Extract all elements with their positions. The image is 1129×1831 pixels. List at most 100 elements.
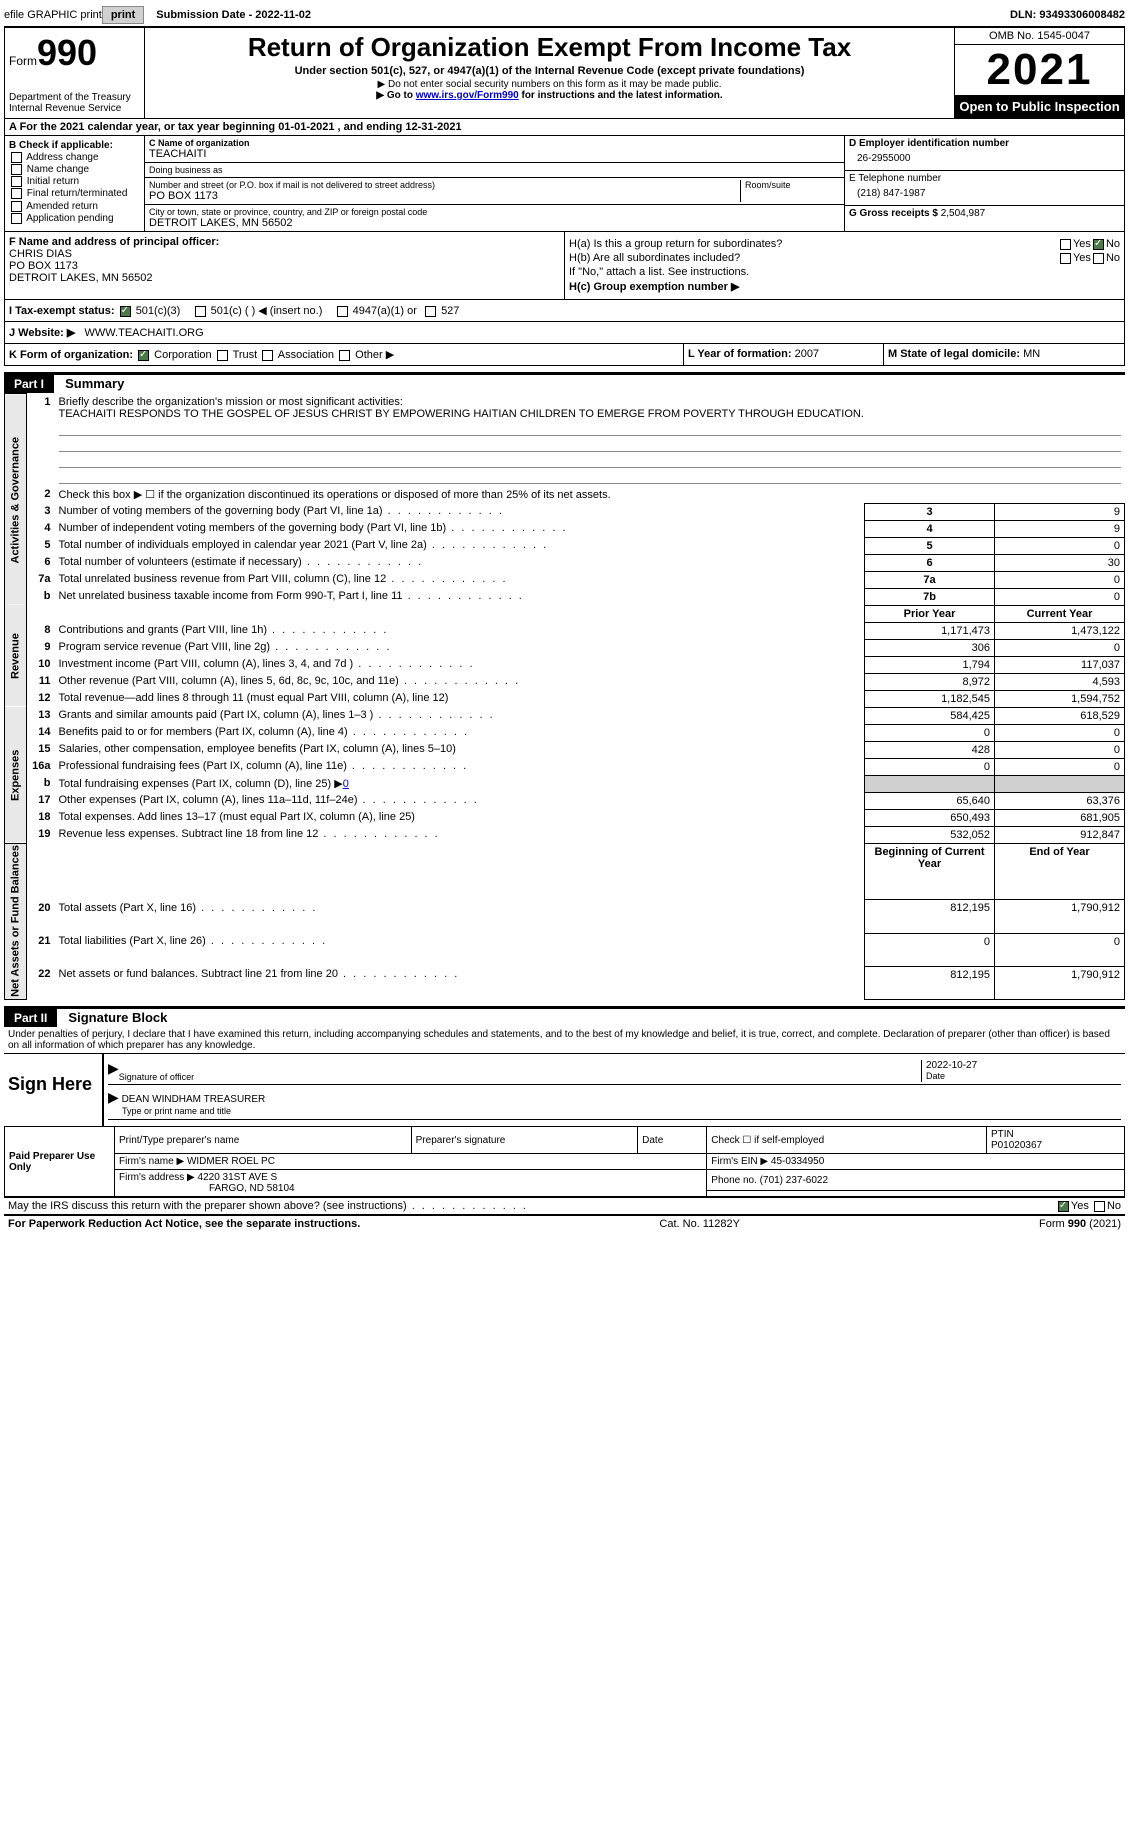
sign-here-fields: ▶ Signature of officer 2022-10-27 Date ▶…	[104, 1054, 1125, 1126]
paid-preparer-label: Paid Preparer Use Only	[5, 1127, 115, 1197]
chk-trust[interactable]	[217, 350, 228, 361]
chk-app-pending[interactable]: Application pending	[9, 213, 140, 224]
chk-initial-return[interactable]: Initial return	[9, 176, 140, 187]
phone-box: E Telephone number (218) 847-1987	[845, 171, 1124, 206]
chk-501c[interactable]	[195, 306, 206, 317]
h-b: H(b) Are all subordinates included? Yes …	[569, 252, 1120, 264]
firm-phone: Phone no. (701) 237-6022	[707, 1170, 1125, 1191]
pra-notice: For Paperwork Reduction Act Notice, see …	[8, 1218, 360, 1230]
chk-address-change[interactable]: Address change	[9, 152, 140, 163]
exp-row-19: 19Revenue less expenses. Subtract line 1…	[5, 826, 1125, 843]
gov-row-7a: 7a Total unrelated business revenue from…	[5, 571, 1125, 588]
exp-row-14: 14Benefits paid to or for members (Part …	[5, 724, 1125, 741]
current-year-hdr: Current Year	[995, 605, 1125, 622]
chk-527[interactable]	[425, 306, 436, 317]
chk-final-return[interactable]: Final return/terminated	[9, 188, 140, 199]
m-state-domicile: M State of legal domicile: MN	[884, 344, 1124, 365]
h-c: H(c) Group exemption number ▶	[569, 280, 1120, 293]
gov-row-5: 5 Total number of individuals employed i…	[5, 537, 1125, 554]
b-label: B Check if applicable:	[9, 140, 140, 151]
header-left: Form990 Department of the Treasury Inter…	[5, 28, 145, 118]
ha-no[interactable]	[1093, 239, 1104, 250]
prep-name-lbl: Print/Type preparer's name	[115, 1127, 412, 1154]
gov-row-6: 6 Total number of volunteers (estimate i…	[5, 554, 1125, 571]
fundraising-link[interactable]: 0	[343, 778, 349, 790]
rev-row-8: 8Contributions and grants (Part VIII, li…	[5, 622, 1125, 639]
exp-row-16b: bTotal fundraising expenses (Part IX, co…	[5, 775, 1125, 792]
part2-header: Part II	[4, 1009, 57, 1027]
chk-4947[interactable]	[337, 306, 348, 317]
chk-corp[interactable]	[138, 350, 149, 361]
k-form-of-org: K Form of organization: Corporation Trus…	[5, 344, 684, 365]
principal-officer: F Name and address of principal officer:…	[5, 232, 565, 299]
arrow-icon: ▶	[108, 1089, 119, 1105]
prior-year-hdr: Prior Year	[865, 605, 995, 622]
form-title: Return of Organization Exempt From Incom…	[149, 32, 950, 63]
officer-sig-line: ▶ Signature of officer 2022-10-27 Date	[108, 1058, 1121, 1085]
tax-year: 2021	[955, 45, 1124, 95]
net-row-20: 20Total assets (Part X, line 16)812,1951…	[5, 900, 1125, 933]
hb-no[interactable]	[1093, 253, 1104, 264]
chk-other[interactable]	[339, 350, 350, 361]
gov-row-7b: b Net unrelated business taxable income …	[5, 588, 1125, 605]
form-990-page: efile GRAPHIC print print Submission Dat…	[0, 0, 1129, 1236]
column-c-org-info: C Name of organization TEACHAITI Doing b…	[145, 136, 844, 231]
irs-link[interactable]: www.irs.gov/Form990	[416, 90, 519, 101]
summary-table: Activities & Governance 1 Briefly descri…	[4, 393, 1125, 1000]
tax-exempt-status: I Tax-exempt status: 501(c)(3) 501(c) ( …	[5, 299, 1124, 321]
officer-name-line: ▶ DEAN WINDHAM TREASURER Type or print n…	[108, 1087, 1121, 1120]
mission-line	[59, 456, 1121, 468]
header-right: OMB No. 1545-0047 2021 Open to Public In…	[954, 28, 1124, 118]
paid-preparer-table: Paid Preparer Use Only Print/Type prepar…	[4, 1126, 1125, 1197]
chk-501c3[interactable]	[120, 306, 131, 317]
part1-title: Summary	[57, 376, 124, 391]
rev-row-11: 11Other revenue (Part VIII, column (A), …	[5, 673, 1125, 690]
chk-amended[interactable]: Amended return	[9, 201, 140, 212]
rev-label: Revenue	[5, 605, 27, 707]
form-number: Form990	[9, 32, 140, 74]
mission-line	[59, 472, 1121, 484]
open-to-public: Open to Public Inspection	[955, 95, 1124, 118]
city-box: City or town, state or province, country…	[145, 205, 844, 231]
line2: Check this box ▶ ☐ if the organization d…	[55, 486, 1125, 504]
ptin: PTINP01020367	[986, 1127, 1124, 1154]
page-footer: For Paperwork Reduction Act Notice, see …	[4, 1214, 1125, 1232]
sign-here-row: Sign Here ▶ Signature of officer 2022-10…	[4, 1053, 1125, 1126]
website-row: J Website: ▶ WWW.TEACHAITI.ORG	[5, 321, 1124, 343]
line1-mission: Briefly describe the organization's miss…	[55, 394, 1125, 422]
department-label: Department of the Treasury Internal Reve…	[9, 92, 140, 114]
gov-label: Activities & Governance	[5, 394, 27, 606]
column-d-ein: D Employer identification number 26-2955…	[844, 136, 1124, 231]
dln: DLN: 93493306008482	[1010, 9, 1125, 21]
rev-row-10: 10Investment income (Part VIII, column (…	[5, 656, 1125, 673]
net-label: Net Assets or Fund Balances	[5, 843, 27, 1000]
exp-row-16a: 16aProfessional fundraising fees (Part I…	[5, 758, 1125, 775]
efile-label: efile GRAPHIC print	[4, 9, 102, 21]
h-a: H(a) Is this a group return for subordin…	[569, 238, 1120, 250]
discuss-yes[interactable]	[1058, 1201, 1069, 1212]
hb-yes[interactable]	[1060, 253, 1071, 264]
form-footer: Form 990 (2021)	[1039, 1218, 1121, 1230]
discuss-no[interactable]	[1094, 1201, 1105, 1212]
mission-line	[59, 440, 1121, 452]
chk-assoc[interactable]	[262, 350, 273, 361]
print-button[interactable]: print	[102, 6, 144, 24]
mission-line	[59, 424, 1121, 436]
dba-box: Doing business as	[145, 163, 844, 178]
ha-yes[interactable]	[1060, 239, 1071, 250]
org-name-box: C Name of organization TEACHAITI	[145, 136, 844, 163]
header-title-block: Return of Organization Exempt From Incom…	[145, 28, 954, 118]
l-year-formation: L Year of formation: 2007	[684, 344, 884, 365]
line-a-calendar-year: A For the 2021 calendar year, or tax yea…	[5, 119, 1124, 136]
net-row-21: 21Total liabilities (Part X, line 26)00	[5, 933, 1125, 966]
part2-bar: Part II Signature Block	[4, 1006, 1125, 1027]
cat-no: Cat. No. 11282Y	[659, 1218, 740, 1230]
exp-row-17: 17Other expenses (Part IX, column (A), l…	[5, 792, 1125, 809]
top-bar: efile GRAPHIC print print Submission Dat…	[4, 4, 1125, 27]
chk-name-change[interactable]: Name change	[9, 164, 140, 175]
subtitle-2: ▶ Do not enter social security numbers o…	[149, 79, 950, 90]
part1-bar: Part I Summary	[4, 372, 1125, 393]
part2-title: Signature Block	[60, 1010, 167, 1025]
rev-row-9: 9Program service revenue (Part VIII, lin…	[5, 639, 1125, 656]
part1-header: Part I	[4, 375, 54, 393]
